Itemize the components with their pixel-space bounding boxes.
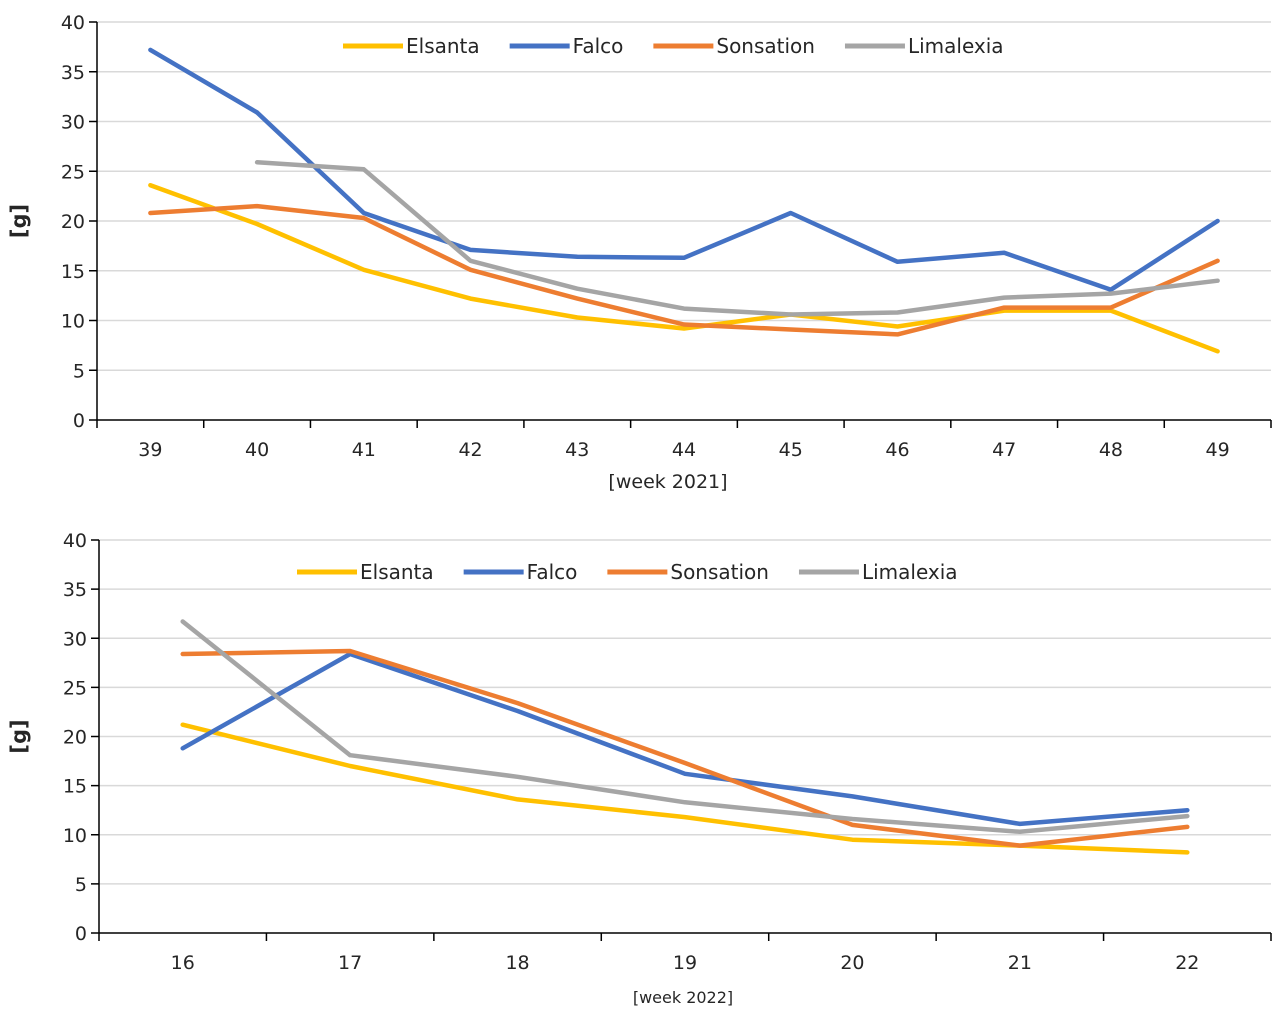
chart-2022: 0 5 10 15 20 25 30 35 40 16 17 18 19 20 21 22 Elsanta Fa…: [7, 530, 1272, 1007]
x-tick-label: 20: [840, 952, 864, 974]
series-line-limalexia: [180, 619, 1190, 835]
legend-label-sonsation: Sonsation: [716, 34, 815, 58]
x-tick-label: 22: [1175, 952, 1199, 974]
x-tick-label: 41: [352, 439, 376, 461]
legend: Elsanta Falco Sonsation Limalexia: [343, 34, 1004, 58]
x-tick-label: 16: [171, 952, 195, 974]
series-line-falco: [180, 651, 1190, 827]
series-line-sonsation: [148, 203, 1220, 337]
x-axis-label: [week 2022]: [633, 988, 733, 1007]
x-tick-label: 19: [673, 952, 697, 974]
legend: Elsanta Falco Sonsation Limalexia: [297, 560, 958, 584]
y-tick-label: 10: [61, 311, 85, 333]
chart-2021: 0 5 10 15 20 25 30 35 40 39 40 41 42 43 44 45 46 47 48 49 E…: [7, 12, 1272, 493]
y-tick-label: 0: [73, 410, 85, 432]
x-tick-label: 45: [779, 439, 803, 461]
y-tick-label: 5: [73, 360, 85, 382]
legend-label-sonsation: Sonsation: [670, 560, 769, 584]
x-axis-label: [week 2021]: [608, 471, 727, 493]
legend-label-limalexia: Limalexia: [908, 34, 1004, 58]
series-line-elsanta: [148, 182, 1220, 354]
x-tick-label: 42: [458, 439, 482, 461]
y-tick-label: 5: [75, 874, 87, 896]
series-lines: [148, 47, 1220, 354]
y-tick-label: 20: [61, 211, 85, 233]
x-tick-label: 44: [672, 439, 696, 461]
legend-label-falco: Falco: [573, 34, 624, 58]
y-tick-label: 20: [63, 727, 87, 749]
x-tick-label: 49: [1206, 439, 1230, 461]
x-tick-label: 46: [885, 439, 909, 461]
y-tick-label: 10: [63, 825, 87, 847]
legend-label-falco: Falco: [527, 560, 578, 584]
legend-label-limalexia: Limalexia: [862, 560, 958, 584]
series-line-falco: [148, 47, 1220, 292]
y-tick-label: 30: [61, 112, 85, 134]
legend-label-elsanta: Elsanta: [360, 560, 434, 584]
y-tick-label: 0: [75, 923, 87, 945]
y-tick-label: 40: [61, 12, 85, 34]
y-tick-label: 30: [63, 628, 87, 650]
axes: 0 5 10 15 20 25 30 35 40 39 40 41 42 43 44 45 46 47 48 49: [61, 12, 1272, 461]
x-tick-label: 48: [1099, 439, 1123, 461]
x-tick-label: 40: [245, 439, 269, 461]
axes: 0 5 10 15 20 25 30 35 40 16 17 18 19 20 21 22: [63, 530, 1272, 974]
y-tick-label: 35: [63, 579, 87, 601]
y-axis-label: [g]: [7, 204, 31, 238]
x-tick-label: 39: [138, 439, 162, 461]
y-axis-label: [g]: [7, 719, 31, 753]
y-tick-label: 15: [63, 776, 87, 798]
x-tick-label: 43: [565, 439, 589, 461]
x-tick-label: 47: [992, 439, 1016, 461]
legend-label-elsanta: Elsanta: [406, 34, 480, 58]
y-tick-label: 40: [63, 530, 87, 552]
series-lines: [180, 619, 1190, 855]
series-line-limalexia: [254, 160, 1220, 317]
y-tick-label: 25: [61, 161, 85, 183]
x-tick-label: 18: [505, 952, 529, 974]
grid-lines: [99, 539, 1271, 885]
y-tick-label: 35: [61, 62, 85, 84]
grid-lines: [97, 21, 1271, 371]
series-line-sonsation: [180, 648, 1190, 848]
x-tick-label: 17: [338, 952, 362, 974]
y-tick-label: 25: [63, 677, 87, 699]
y-tick-label: 15: [61, 261, 85, 283]
x-tick-label: 21: [1008, 952, 1032, 974]
